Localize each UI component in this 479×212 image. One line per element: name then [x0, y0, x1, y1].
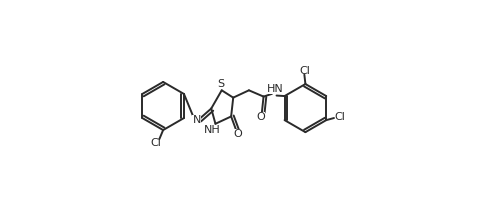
Text: N: N — [193, 115, 201, 125]
Text: NH: NH — [204, 125, 221, 135]
Text: O: O — [234, 130, 242, 139]
Text: Cl: Cl — [334, 112, 345, 122]
Text: Cl: Cl — [299, 67, 310, 77]
Text: O: O — [256, 112, 265, 122]
Text: S: S — [217, 79, 225, 89]
Text: Cl: Cl — [150, 138, 161, 148]
Text: HN: HN — [267, 84, 284, 94]
